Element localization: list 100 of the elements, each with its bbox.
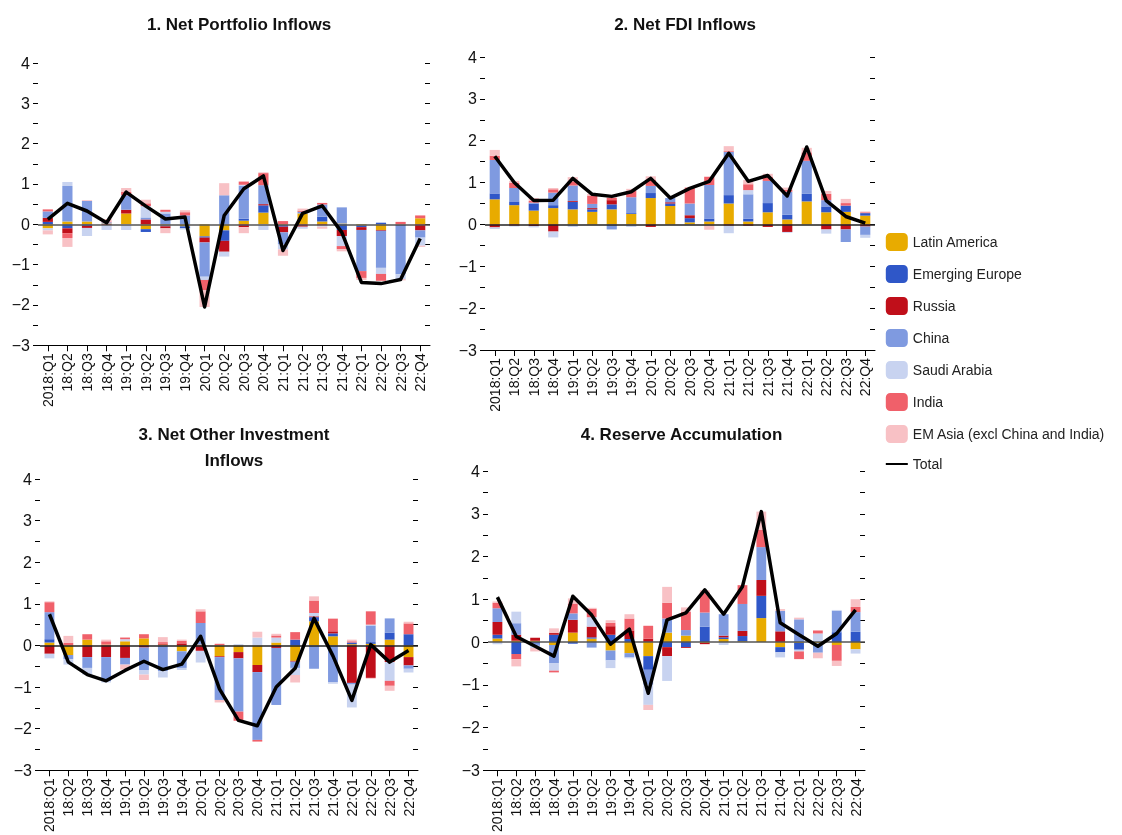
x-tick-label: 21:Q4: [772, 778, 789, 817]
legend-label: Latin America: [912, 234, 998, 250]
x-tick-label: 20:Q1: [196, 353, 213, 392]
y-tick-label: 1: [468, 174, 478, 192]
x-tick-label: 20:Q2: [211, 778, 228, 817]
y-tick-label: −3: [13, 761, 33, 779]
x-tick-label: 18:Q4: [98, 353, 115, 392]
x-tick-label: 21:Q3: [314, 353, 331, 392]
y-tick-label: −1: [461, 676, 481, 694]
x-tick-label: 18:Q3: [525, 357, 542, 397]
x-tick-label: 21:Q4: [324, 778, 341, 817]
y-tick-label: 4: [23, 470, 33, 488]
x-tick-label: 20:Q4: [249, 778, 266, 817]
y-tick-label: 4: [21, 54, 31, 72]
y-tick-label: 4: [471, 462, 481, 480]
x-tick-label: 20:Q4: [701, 357, 718, 397]
y-tick-label: 2: [468, 132, 478, 150]
x-tick-label: 21:Q3: [753, 778, 770, 817]
y-tick-label: −3: [458, 341, 478, 359]
x-tick-label: 19:Q1: [564, 357, 581, 397]
y-tick-label: 2: [471, 548, 481, 566]
y-tick-label: 3: [21, 94, 31, 112]
x-tick-label: 22:Q1: [791, 778, 808, 817]
y-tick-label: 2: [21, 135, 31, 153]
x-tick-label: 2018:Q1: [39, 353, 56, 408]
x-tick-label: 19:Q4: [621, 778, 638, 817]
x-tick-label: 18:Q4: [545, 778, 562, 817]
legend-label: Emerging Europe: [912, 266, 1022, 282]
x-tick-label: 22:Q3: [837, 357, 854, 397]
x-tick-label: 21:Q3: [306, 778, 323, 817]
x-tick-label: 18:Q3: [79, 778, 96, 817]
x-tick-label: 22:Q4: [847, 778, 864, 817]
x-tick-label: 21:Q1: [715, 778, 732, 817]
x-tick-label: 21:Q1: [275, 353, 291, 392]
x-tick-label: 18:Q4: [98, 778, 115, 817]
x-tick-label: 19:Q4: [623, 357, 640, 397]
x-tick-label: 22:Q2: [362, 778, 379, 817]
y-tick-label: −1: [11, 256, 31, 274]
x-tick-label: 22:Q4: [412, 353, 429, 392]
y-tick-label: 0: [23, 636, 33, 654]
legend-label: EM Asia (excl China and India): [912, 426, 1105, 442]
y-tick-label: −2: [11, 296, 31, 314]
x-tick-label: 22:Q2: [818, 357, 835, 397]
y-tick-label: 1: [471, 590, 481, 608]
x-tick-label: 22:Q2: [373, 353, 389, 392]
legend-label: China: [912, 330, 950, 346]
x-tick-label: 22:Q1: [353, 353, 370, 392]
y-tick-label: 3: [23, 512, 33, 530]
x-tick-label: 22:Q4: [400, 778, 417, 817]
x-tick-label: 20:Q2: [216, 353, 233, 392]
x-tick-label: 19:Q1: [117, 778, 134, 817]
x-tick-label: 18:Q2: [59, 353, 76, 392]
legend-label: Saudi Arabia: [912, 362, 993, 378]
chart-title: 1. Net Portfolio Inflows: [146, 14, 332, 34]
y-tick-label: −3: [11, 336, 31, 354]
x-tick-label: 18:Q3: [79, 353, 95, 392]
x-tick-label: 21:Q2: [734, 778, 751, 817]
x-tick-label: 19:Q4: [177, 353, 193, 392]
x-tick-label: 18:Q2: [508, 778, 525, 817]
y-tick-label: −1: [458, 257, 478, 275]
x-tick-label: 21:Q4: [779, 357, 796, 397]
x-tick-label: 2018:Q1: [486, 357, 503, 412]
x-tick-label: 20:Q2: [659, 778, 676, 817]
y-tick-label: −2: [13, 720, 33, 738]
y-tick-label: −3: [461, 761, 481, 779]
x-tick-label: 22:Q2: [809, 778, 826, 817]
x-tick-label: 20:Q1: [640, 778, 657, 817]
y-tick-label: 1: [21, 175, 31, 193]
y-tick-label: 0: [21, 215, 31, 233]
y-tick-label: −2: [458, 299, 478, 317]
x-tick-label: 22:Q1: [798, 357, 815, 397]
x-tick-label: 20:Q2: [662, 357, 679, 397]
x-tick-label: 22:Q3: [392, 353, 409, 392]
x-tick-label: 21:Q2: [294, 353, 311, 392]
chart-title: 3. Net Other Investment Inflows: [138, 424, 330, 470]
x-tick-label: 20:Q4: [255, 353, 272, 392]
x-tick-label: 22:Q4: [857, 357, 874, 397]
x-tick-label: 19:Q2: [135, 778, 152, 817]
y-tick-label: −1: [13, 678, 33, 696]
x-tick-label: 2018:Q1: [41, 778, 58, 833]
x-tick-label: 20:Q1: [642, 357, 659, 397]
x-tick-label: 2018:Q1: [489, 778, 506, 833]
x-tick-label: 20:Q3: [235, 353, 252, 392]
y-tick-label: 0: [471, 633, 481, 651]
x-tick-label: 22:Q3: [381, 778, 398, 817]
y-tick-label: 1: [23, 595, 33, 613]
y-tick-label: 3: [468, 90, 478, 108]
x-tick-label: 21:Q4: [333, 353, 350, 392]
x-tick-label: 19:Q3: [603, 357, 620, 397]
y-tick-label: 0: [468, 215, 478, 233]
x-tick-label: 19:Q2: [583, 778, 600, 817]
x-tick-label: 20:Q3: [677, 778, 694, 817]
x-tick-label: 19:Q4: [173, 778, 190, 817]
x-tick-label: 19:Q1: [564, 778, 581, 817]
x-tick-label: 19:Q2: [584, 357, 601, 397]
x-tick-label: 22:Q3: [828, 778, 845, 817]
x-tick-label: 18:Q2: [506, 357, 523, 397]
x-tick-label: 19:Q1: [118, 353, 135, 392]
x-tick-label: 19:Q3: [157, 353, 174, 392]
chart-title: 2. Net FDI Inflows: [614, 14, 756, 34]
